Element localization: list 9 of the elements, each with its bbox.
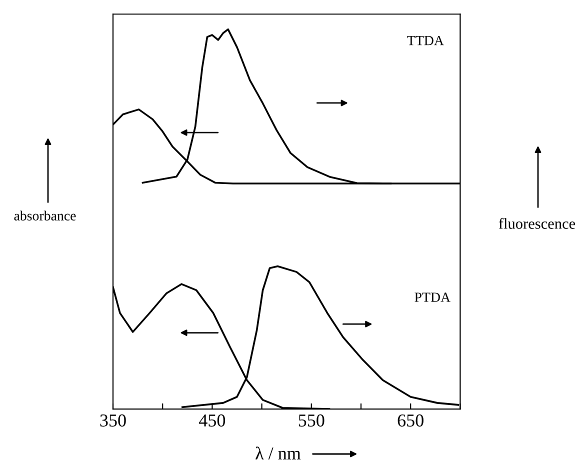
y-axis-title: absorbance [14,210,76,220]
x-axis-title: λ / nm [256,446,301,460]
y2-axis-title: fluorescence [498,218,576,229]
annotation: TTDA [407,36,444,46]
x-tick-label: 650 [398,414,424,427]
x-tick-label: 450 [199,414,226,427]
annotation: PTDA [414,292,450,302]
x-tick-label: 550 [298,414,324,427]
x-tick-label: 350 [100,414,126,427]
